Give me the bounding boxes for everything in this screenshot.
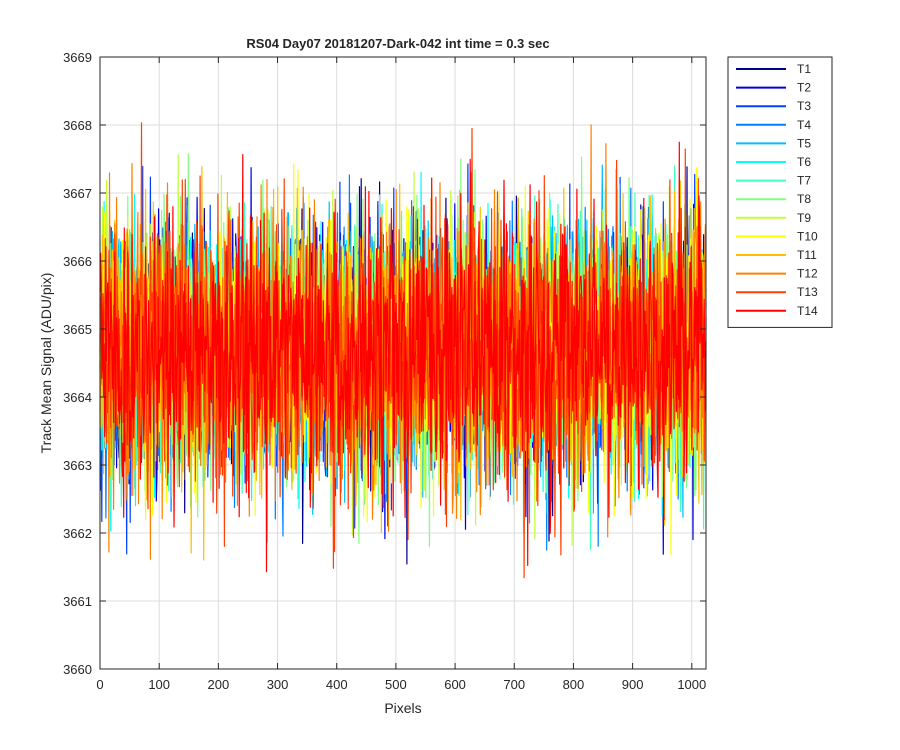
legend: T1 T2 T3 T4 T5 T6 T7 T8 T9 T10 T11 T12 T13 T14: [727, 56, 833, 328]
y-tick-label: 3669: [63, 50, 92, 65]
y-tick-label: 3662: [63, 526, 92, 541]
y-tick-label: 3667: [63, 186, 92, 201]
x-tick-label: 800: [563, 677, 585, 692]
legend-label-t13: T13: [797, 285, 818, 299]
x-axis-ticks: 0 100 200 300 400 500 600 700 800 900 1000: [96, 57, 706, 692]
y-tick-label: 3664: [63, 390, 92, 405]
series-lines: [99, 122, 707, 579]
legend-label-t9: T9: [797, 211, 811, 225]
y-tick-label: 3660: [63, 662, 92, 677]
legend-label-t3: T3: [797, 99, 811, 113]
y-axis-ticks: 3660 3661 3662 3663 3664 3665 3666 3667 3668 3669: [63, 50, 706, 677]
legend-label-t10: T10: [797, 229, 818, 243]
legend-label-t8: T8: [797, 192, 811, 206]
y-tick-label: 3661: [63, 594, 92, 609]
x-tick-label: 0: [96, 677, 103, 692]
x-tick-label: 1000: [677, 677, 706, 692]
x-tick-label: 100: [148, 677, 170, 692]
x-tick-label: 300: [267, 677, 289, 692]
x-tick-label: 400: [326, 677, 348, 692]
legend-box: [727, 56, 833, 328]
legend-label-t5: T5: [797, 136, 811, 150]
series-line-t14: [99, 141, 707, 573]
x-tick-label: 700: [503, 677, 525, 692]
y-tick-label: 3663: [63, 458, 92, 473]
plot-area-frame: [99, 56, 707, 670]
legend-label-t14: T14: [797, 304, 818, 318]
legend-label-t12: T12: [797, 267, 818, 281]
x-tick-label: 900: [622, 677, 644, 692]
chart-title: RS04 Day07 20181207-Dark-042 int time = …: [246, 36, 549, 51]
legend-label-t7: T7: [797, 174, 811, 188]
legend-label-t2: T2: [797, 81, 811, 95]
x-tick-label: 200: [208, 677, 230, 692]
legend-label-t4: T4: [797, 118, 811, 132]
y-tick-label: 3665: [63, 322, 92, 337]
x-tick-label: 600: [444, 677, 466, 692]
y-tick-label: 3666: [63, 254, 92, 269]
y-axis-label: Track Mean Signal (ADU/pix): [38, 273, 54, 454]
x-tick-label: 500: [385, 677, 407, 692]
legend-label-t1: T1: [797, 62, 811, 76]
legend-label-t6: T6: [797, 155, 811, 169]
legend-label-t11: T11: [797, 248, 817, 262]
y-tick-label: 3668: [63, 118, 92, 133]
x-axis-label: Pixels: [384, 700, 421, 716]
